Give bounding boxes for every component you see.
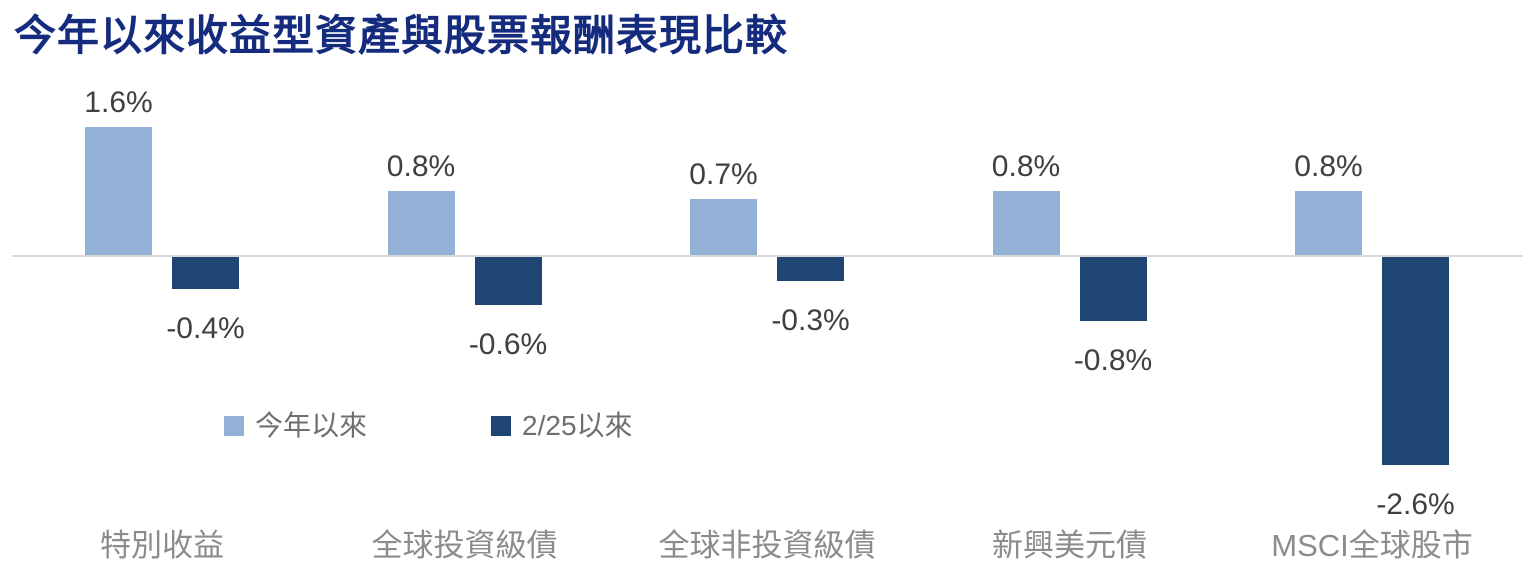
bar-s1-c0	[172, 257, 239, 289]
value-label-s0-c2: 0.7%	[689, 158, 758, 191]
bar-s1-c3	[1079, 257, 1147, 321]
value-label-s1-c1: -0.6%	[468, 328, 548, 361]
legend-item-since225: 2/25以來	[491, 410, 633, 442]
value-label-s1-c0: -0.4%	[166, 312, 245, 345]
bar-s0-c0	[85, 127, 152, 255]
bar-s0-c4	[1295, 191, 1362, 255]
value-label-s0-c1: 0.8%	[386, 150, 456, 183]
value-label-s1-c3: -0.8%	[1073, 344, 1153, 377]
value-label-s0-c3: 0.8%	[991, 150, 1061, 183]
legend-label-since225: 2/25以來	[522, 410, 633, 441]
chart-title: 今年以來收益型資產與股票報酬表現比較	[14, 12, 789, 59]
bar-s0-c1	[387, 191, 455, 255]
legend: 今年以來 2/25以來	[224, 410, 633, 442]
bar-s0-c3	[992, 191, 1060, 255]
legend-swatch-since225-icon	[491, 416, 512, 436]
bar-s0-c2	[690, 199, 757, 255]
bar-s1-c1	[474, 257, 542, 305]
legend-swatch-ytd-icon	[224, 416, 244, 436]
bar-s1-c2	[777, 257, 844, 281]
value-label-s0-c4: 0.8%	[1294, 150, 1363, 183]
category-label-c0: 特別收益	[100, 528, 224, 563]
legend-item-ytd: 今年以來	[224, 410, 367, 442]
category-label-c3: 新興美元債	[992, 528, 1147, 563]
bar-s1-c4	[1382, 257, 1449, 465]
category-label-c2: 全球非投資級債	[658, 528, 876, 563]
value-label-s1-c2: -0.3%	[771, 304, 850, 337]
category-label-c1: 全球投資級債	[371, 528, 558, 563]
zero-axis-line	[12, 255, 1523, 257]
legend-label-ytd: 今年以來	[255, 410, 368, 441]
value-label-s1-c4: -2.6%	[1376, 488, 1455, 521]
category-label-c4: MSCI全球股市	[1271, 528, 1473, 563]
value-label-s0-c0: 1.6%	[84, 86, 153, 119]
